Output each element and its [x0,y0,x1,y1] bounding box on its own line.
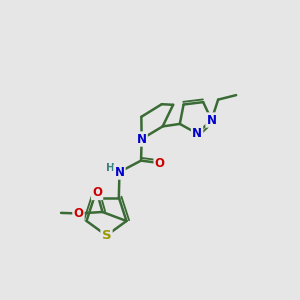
Text: H: H [106,163,115,172]
Text: N: N [136,133,147,146]
Text: N: N [114,166,124,178]
Text: N: N [206,113,217,127]
Text: O: O [92,186,102,199]
Text: O: O [154,157,165,169]
Text: S: S [102,229,111,242]
Text: O: O [74,207,83,220]
Text: N: N [192,127,202,140]
